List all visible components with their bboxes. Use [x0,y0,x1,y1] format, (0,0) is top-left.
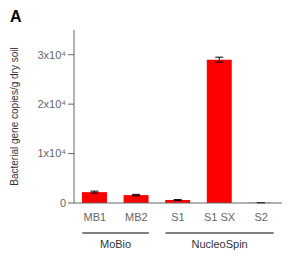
svg-text:NucleoSpin: NucleoSpin [191,238,247,250]
svg-text:S1 SX: S1 SX [204,211,236,223]
svg-text:1x10⁴: 1x10⁴ [37,147,66,159]
svg-text:2x10⁴: 2x10⁴ [37,98,66,110]
html-text:A: A [10,8,22,25]
svg-text:3x10⁴: 3x10⁴ [37,49,66,61]
svg-text:MB1: MB1 [83,211,106,223]
svg-text:S2: S2 [254,211,267,223]
svg-text:MB2: MB2 [125,211,148,223]
svg-text:MoBio: MoBio [100,238,131,250]
svg-text:0: 0 [60,197,66,209]
svg-text:Bacterial gene copies/g dry so: Bacterial gene copies/g dry soil [9,47,20,185]
svg-text:S1: S1 [171,211,184,223]
